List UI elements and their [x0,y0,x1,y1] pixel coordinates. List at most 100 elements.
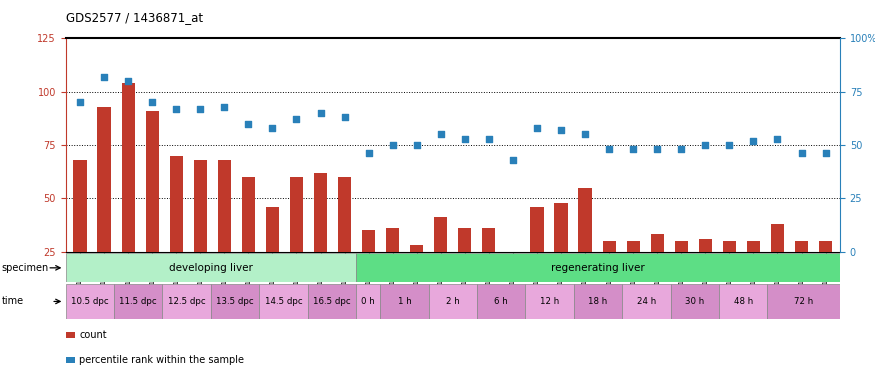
Point [265,125,279,131]
Bar [555,202,568,252]
Text: 0 h: 0 h [361,297,375,306]
Point [723,142,737,148]
Point [506,157,520,163]
Bar [66,357,75,363]
Point [97,74,111,80]
Bar [242,177,255,252]
Bar [145,111,159,252]
Bar [362,230,375,252]
Bar [525,284,574,319]
Bar [434,217,447,252]
Text: 10.5 dpc: 10.5 dpc [71,297,108,306]
Point [578,131,592,137]
Bar [410,245,424,252]
Bar [670,284,719,319]
Bar [477,284,525,319]
Bar [97,107,111,252]
Text: GDS2577 / 1436871_at: GDS2577 / 1436871_at [66,12,203,25]
Text: 13.5 dpc: 13.5 dpc [216,297,254,306]
Bar [114,284,163,319]
Point [73,99,87,106]
Point [530,125,544,131]
Text: specimen: specimen [2,263,49,273]
Bar [170,156,183,252]
Bar [290,177,303,252]
Bar [626,241,640,252]
Point [361,151,375,157]
Text: 11.5 dpc: 11.5 dpc [119,297,157,306]
Text: 18 h: 18 h [588,297,607,306]
Text: percentile rank within the sample: percentile rank within the sample [79,355,244,365]
Bar [723,241,736,252]
Point [746,137,760,144]
Bar [578,188,592,252]
Text: 14.5 dpc: 14.5 dpc [264,297,302,306]
Bar [386,228,399,252]
Point [410,142,423,148]
Bar [458,228,472,252]
Point [242,121,256,127]
Text: 2 h: 2 h [446,297,459,306]
Bar [66,284,114,319]
Text: 16.5 dpc: 16.5 dpc [313,297,351,306]
Bar [266,207,279,252]
Text: 30 h: 30 h [685,297,704,306]
Bar [122,83,135,252]
Point [650,146,664,152]
Point [313,110,327,116]
Point [121,78,135,84]
Bar [356,253,840,282]
Text: 24 h: 24 h [637,297,656,306]
Bar [163,284,211,319]
Point [819,151,833,157]
Bar [193,160,206,252]
Point [386,142,400,148]
Bar [530,207,543,252]
Bar [603,241,616,252]
Bar [699,239,712,252]
Bar [651,235,664,252]
Bar [574,284,622,319]
Bar [356,284,381,319]
Point [482,136,496,142]
Text: developing liver: developing liver [169,263,253,273]
Bar [771,224,784,252]
Point [771,136,785,142]
Bar [308,284,356,319]
Bar [507,252,520,258]
Point [434,131,448,137]
Bar [622,284,670,319]
Text: 6 h: 6 h [494,297,508,306]
Bar [259,284,308,319]
Text: time: time [2,296,24,306]
Point [145,99,159,106]
Text: 72 h: 72 h [794,297,814,306]
Text: count: count [79,330,107,340]
Point [217,104,231,110]
Point [169,106,183,112]
Text: 12 h: 12 h [540,297,559,306]
Bar [314,173,327,252]
Text: 48 h: 48 h [733,297,752,306]
Bar [74,160,87,252]
Bar [66,253,356,282]
Bar [767,284,840,319]
Bar [675,241,688,252]
Bar [429,284,477,319]
Point [458,136,472,142]
Point [626,146,640,152]
Bar [218,160,231,252]
Text: 1 h: 1 h [397,297,411,306]
Bar [794,241,808,252]
Text: 12.5 dpc: 12.5 dpc [168,297,206,306]
Bar [719,284,767,319]
Point [338,114,352,120]
Bar [338,177,351,252]
Point [290,116,304,122]
Point [794,151,808,157]
Bar [746,241,760,252]
Point [698,142,712,148]
Bar [381,284,429,319]
Point [554,127,568,133]
Point [193,106,207,112]
